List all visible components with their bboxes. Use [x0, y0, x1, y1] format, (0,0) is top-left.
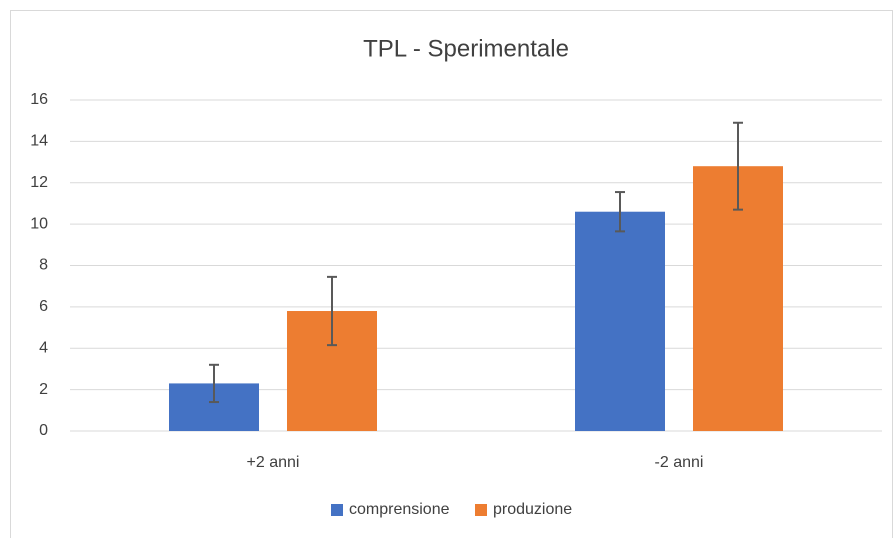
x-tick-label: -2 anni [655, 454, 704, 471]
y-tick-label: 8 [39, 257, 48, 274]
y-tick-label: 12 [30, 174, 48, 191]
legend-label: comprensione [349, 501, 450, 518]
error-bar [327, 275, 337, 347]
error-bar [209, 363, 219, 404]
legend-swatch [475, 504, 487, 516]
error-bar [615, 191, 625, 233]
chart-title: TPL - Sperimentale [363, 35, 569, 62]
error-bar [733, 121, 743, 211]
y-tick-label: 4 [39, 339, 48, 356]
y-tick-label: 6 [39, 298, 48, 315]
y-tick-label: 10 [30, 215, 48, 232]
y-tick-label: 14 [30, 133, 48, 150]
y-tick-label: 2 [39, 381, 48, 398]
y-tick-label: 16 [30, 91, 48, 108]
y-tick-label: 0 [39, 422, 48, 439]
x-tick-label: +2 anni [247, 454, 300, 471]
legend-label: produzione [493, 501, 572, 518]
legend-swatch [331, 504, 343, 516]
bar [575, 211, 665, 431]
